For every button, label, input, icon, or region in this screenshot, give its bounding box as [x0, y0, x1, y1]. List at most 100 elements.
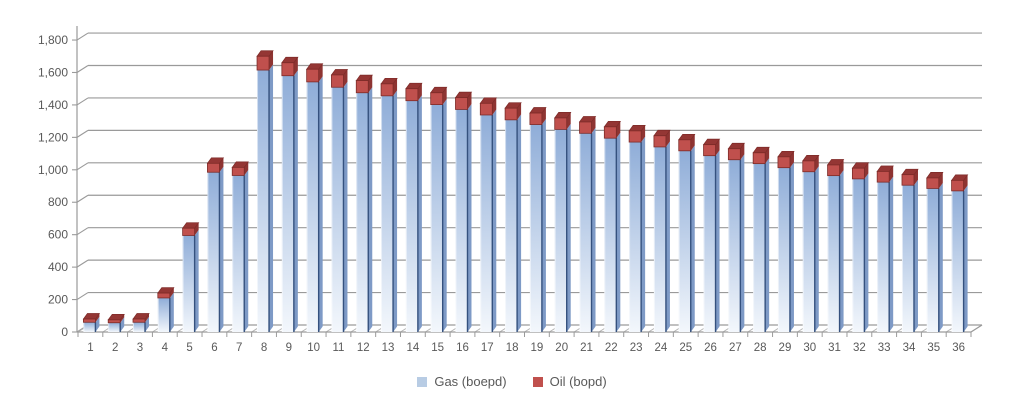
gas-bar-side — [219, 166, 224, 332]
gas-bar-side — [194, 229, 199, 332]
gridline-depth-tick — [76, 129, 89, 138]
y-axis-label: 1,000 — [38, 163, 68, 177]
gas-bar-side — [740, 154, 745, 332]
gas-bar-side — [169, 292, 174, 332]
x-axis-labels: 1 2 3 4 5 6 7 8 9 10 11 12 13 14 15 16 17 18 19 20 21 22 23 24 2… — [87, 342, 965, 354]
gas-bar-segment — [852, 178, 865, 332]
bar-month-31 — [826, 159, 845, 332]
gas-bar-segment — [232, 175, 245, 332]
oil-bar-segment — [529, 112, 543, 125]
gas-bar-side — [963, 185, 968, 332]
x-axis-label: 1 — [87, 342, 93, 354]
oil-bar-side — [765, 147, 770, 164]
gridline-depth-tick — [76, 65, 89, 73]
bar-month-6 — [206, 157, 225, 332]
gridline-depth-tick — [76, 194, 89, 203]
gas-bar-side — [120, 317, 125, 332]
gas-bar-segment — [926, 188, 939, 332]
legend-item-gas: Gas (boepd) — [417, 374, 507, 389]
y-axis-label: 600 — [48, 228, 68, 242]
bar-month-19 — [529, 107, 547, 332]
x-axis-label: 6 — [211, 342, 217, 354]
bar-month-26 — [702, 138, 721, 332]
x-axis-label: 20 — [555, 342, 568, 354]
chart-legend: Gas (boepd) Oil (bopd) — [0, 374, 1024, 389]
oil-bar-segment — [132, 318, 146, 323]
gas-bar-segment — [430, 104, 443, 332]
gas-bar-segment — [83, 322, 96, 332]
oil-bar-segment — [207, 162, 220, 173]
gas-bar-segment — [108, 322, 121, 332]
x-axis-label: 13 — [382, 342, 395, 354]
x-axis-label: 25 — [679, 342, 692, 354]
oil-bar-segment — [727, 148, 741, 161]
gas-bar-segment — [331, 87, 344, 332]
oil-bar-side — [839, 159, 844, 176]
bar-month-24 — [653, 129, 671, 332]
gas-bar-segment — [281, 75, 294, 332]
x-axis-label: 19 — [531, 342, 544, 354]
oil-bar-segment — [926, 177, 940, 189]
y-axis-label: 200 — [48, 293, 68, 307]
oil-bar-side — [789, 151, 794, 168]
gas-bar-segment — [505, 119, 518, 332]
gas-bar-segment — [877, 182, 890, 332]
bar-month-21 — [578, 116, 597, 333]
bar-month-8 — [256, 50, 274, 332]
gas-bar-side — [393, 90, 398, 333]
gas-bar-segment — [133, 322, 146, 332]
x-axis-label: 10 — [307, 342, 320, 354]
bar-month-16 — [454, 91, 473, 332]
gas-bar-side — [566, 123, 571, 332]
gas-bar-segment — [157, 297, 170, 332]
bar-month-5 — [181, 222, 200, 332]
x-axis-label: 5 — [186, 342, 192, 354]
oil-bar-segment — [331, 74, 344, 88]
oil-bar-side — [864, 162, 869, 179]
gas-bar-side — [889, 176, 894, 332]
oil-bar-segment — [504, 107, 518, 121]
x-axis-label: 12 — [357, 342, 370, 354]
gas-bar-side — [690, 145, 695, 332]
oil-bar-segment — [678, 139, 692, 152]
gas-bar-side — [541, 119, 546, 332]
oil-bar-side — [194, 222, 199, 236]
gas-bar-segment — [257, 70, 270, 332]
bar-month-36 — [950, 174, 969, 332]
gas-bar-segment — [951, 190, 964, 332]
gas-bar-segment — [405, 100, 418, 333]
x-axis-label: 21 — [580, 342, 593, 354]
gas-bar-segment — [728, 159, 741, 332]
gas-bar-segment — [604, 138, 617, 332]
bar-month-1 — [82, 313, 101, 332]
oil-bar-side — [963, 174, 968, 191]
gas-bar-side — [517, 114, 522, 332]
oil-bar-segment — [157, 292, 171, 299]
oil-bar-side — [145, 313, 150, 323]
gas-bar-segment — [629, 142, 642, 332]
x-axis-label: 27 — [729, 342, 742, 354]
floor-right-edge — [970, 324, 983, 333]
oil-bar-segment — [83, 318, 96, 323]
oil-bar-segment — [876, 171, 890, 183]
y-axis-label: 1,400 — [38, 98, 68, 112]
oil-bar-segment — [653, 135, 667, 148]
gas-bar-side — [814, 166, 819, 332]
x-axis-label: 11 — [332, 342, 344, 354]
x-axis-label: 3 — [137, 342, 143, 354]
gas-bar-segment — [777, 167, 790, 332]
gas-bar-segment — [529, 124, 542, 332]
gridline-depth-tick — [76, 97, 89, 106]
oil-bar-segment — [256, 55, 270, 71]
x-axis-label: 30 — [803, 342, 816, 354]
x-axis-label: 23 — [630, 342, 643, 354]
bar-month-10 — [305, 63, 324, 332]
gridline-depth-tick — [76, 292, 89, 301]
gas-bar-side — [244, 169, 249, 332]
gas-bar-side — [368, 87, 373, 332]
oil-bar-segment — [827, 164, 840, 177]
oil-bar-side — [269, 50, 274, 71]
gas-bar-side — [467, 103, 472, 332]
y-axis-label: 1,200 — [38, 130, 68, 144]
gas-bar-segment — [901, 185, 914, 332]
